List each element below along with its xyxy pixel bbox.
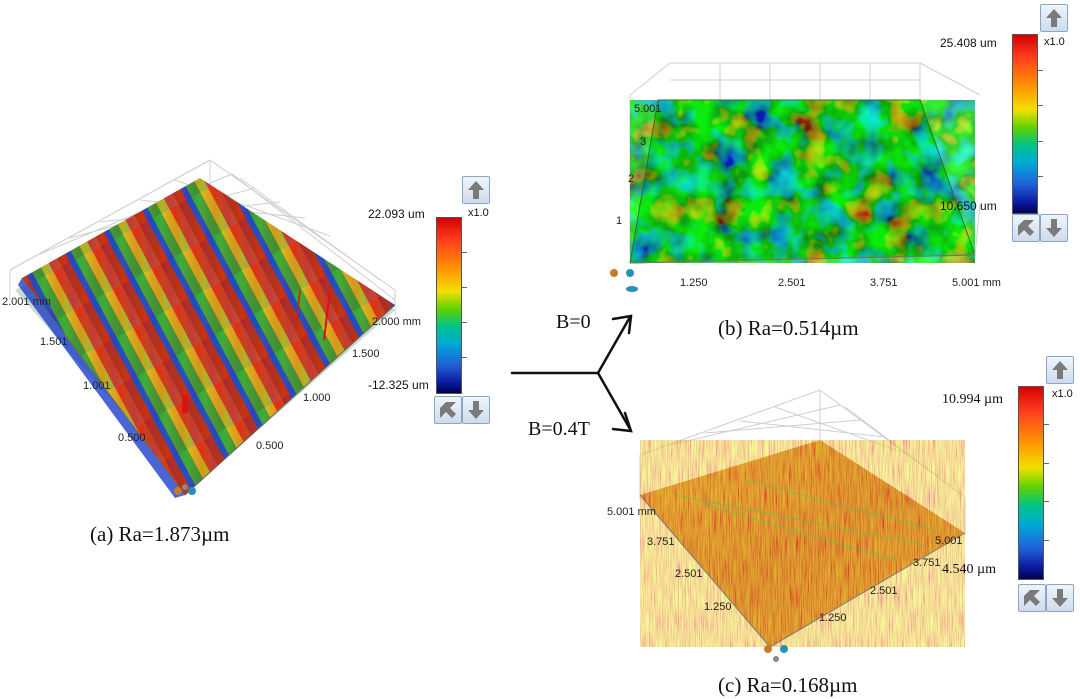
tick-c-right-0: 5.001: [935, 535, 963, 547]
rotate-view-icon: [1018, 220, 1034, 236]
branch-label-lower: B=0.4T: [528, 418, 590, 440]
colorbar-b: 25.408 um x1.0 10.650 um: [930, 2, 1070, 252]
scale-up-button-a[interactable]: [462, 176, 490, 204]
tick-b-bottom-3: 5.001 mm: [952, 277, 1001, 289]
scale-down-button-c[interactable]: [1046, 584, 1074, 612]
colorbar-a-max: 22.093 um: [368, 207, 425, 221]
rotate-view-button-b[interactable]: [1012, 214, 1040, 242]
colorbar-a-ticks: [462, 217, 468, 392]
tick-b-vert-3: 1: [616, 215, 623, 227]
colorbar-b-ticks: [1038, 34, 1044, 212]
tick-c-left-2: 2.501: [675, 568, 703, 580]
colorbar-b-gradient: [1012, 34, 1038, 214]
tick-b-vert-0: 5.001: [634, 103, 662, 115]
arrow-down-icon: [1052, 589, 1068, 607]
colorbar-c-max: 10.994 µm: [942, 392, 1003, 407]
colorbar-c: 10.994 µm x1.0 4.540 µm: [940, 350, 1075, 620]
tick-c-right-3: 1.250: [819, 612, 847, 624]
colorbar-b-min: 10.650 um: [940, 199, 997, 213]
tick-c-left-1: 3.751: [647, 536, 675, 548]
panel-a: 2.001 mm 1.501 1.001 0.500 2.000 mm 1.50…: [0, 150, 500, 550]
panel-b: 5.001 3 2 1 1.250 2.501 3.751 5.001 mm: [600, 55, 1001, 305]
tick-a-left-3: 0.500: [118, 432, 146, 444]
tick-b-vert-1: 3: [640, 136, 647, 148]
tick-b-bottom-2: 3.751: [870, 277, 898, 289]
rotate-view-icon: [440, 402, 456, 418]
colorbar-a-min: -12.325 um: [368, 378, 429, 392]
tick-c-left-3: 1.250: [704, 601, 732, 613]
colorbar-c-gradient: [1018, 386, 1044, 580]
tick-b-vert-2: 2: [628, 173, 635, 185]
scale-down-button-b[interactable]: [1040, 214, 1068, 242]
arrow-up-icon: [468, 181, 484, 199]
colorbar-c-min: 4.540 µm: [942, 562, 996, 577]
branch-label-upper: B=0: [556, 311, 591, 333]
tick-c-left-0: 5.001 mm: [607, 506, 656, 518]
arrow-up-icon: [1052, 361, 1068, 379]
tick-a-left-1: 1.501: [40, 336, 68, 348]
colorbar-c-scale: x1.0: [1052, 388, 1073, 400]
tick-a-right-3: 0.500: [256, 440, 284, 452]
arrow-up-icon: [1046, 9, 1062, 27]
tick-c-right-2: 2.501: [870, 585, 898, 597]
scale-up-button-b[interactable]: [1040, 4, 1068, 32]
tick-a-right-1: 1.500: [352, 348, 380, 360]
colorbar-a-gradient: [436, 217, 462, 394]
tick-a-left-2: 1.001: [83, 380, 111, 392]
axis-gizmo-a: [174, 484, 196, 495]
colorbar-a: 22.093 um x1.0 -12.325 um: [360, 173, 500, 428]
tick-b-bottom-1: 2.501: [778, 277, 806, 289]
axis-gizmo-c: [764, 645, 788, 662]
panel-c: 5.001 mm 3.751 2.501 1.250 5.001 3.751 2…: [595, 385, 995, 675]
arrow-down-icon: [1046, 219, 1062, 237]
surface-plot-b: [600, 55, 990, 295]
rotate-view-icon: [1024, 590, 1040, 606]
axis-gizmo-b: [610, 269, 638, 292]
tick-a-right-0: 2.000 mm: [372, 316, 421, 328]
rotate-view-button-a[interactable]: [434, 396, 462, 424]
arrow-down-icon: [468, 401, 484, 419]
tick-a-right-2: 1.000: [303, 392, 331, 404]
colorbar-b-max: 25.408 um: [940, 36, 997, 50]
rotate-view-button-c[interactable]: [1018, 584, 1046, 612]
surface-plot-c: [595, 385, 985, 675]
scale-down-button-a[interactable]: [462, 396, 490, 424]
surface-plot-a: [0, 150, 420, 510]
colorbar-a-scale: x1.0: [468, 207, 489, 219]
tick-c-right-1: 3.751: [913, 557, 941, 569]
caption-a: (a) Ra=1.873µm: [90, 522, 230, 546]
tick-a-left-0: 2.001 mm: [2, 296, 51, 308]
colorbar-c-ticks: [1044, 386, 1050, 578]
caption-c: (c) Ra=0.168µm: [718, 673, 858, 697]
caption-b: (b) Ra=0.514µm: [718, 316, 859, 340]
tick-b-bottom-0: 1.250: [680, 277, 708, 289]
branch-arrows: [510, 314, 633, 433]
colorbar-b-scale: x1.0: [1044, 36, 1065, 48]
scale-up-button-c[interactable]: [1046, 356, 1074, 384]
